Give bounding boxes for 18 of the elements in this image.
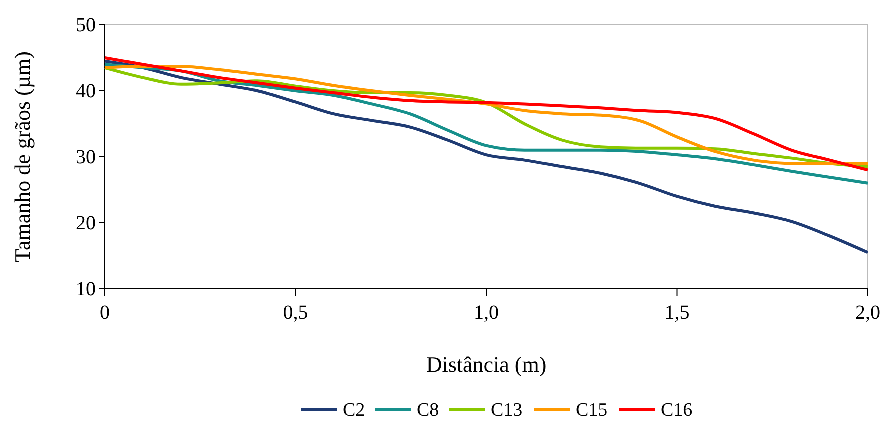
legend-label: C8 bbox=[417, 400, 440, 421]
y-tick-label: 10 bbox=[76, 278, 96, 300]
y-tick-label: 30 bbox=[76, 146, 96, 168]
legend-label: C2 bbox=[343, 400, 366, 421]
x-tick-label: 0,5 bbox=[283, 302, 308, 324]
x-tick-label: 2,0 bbox=[856, 302, 880, 324]
line-series bbox=[104, 60, 870, 254]
x-tick-label: 1,5 bbox=[664, 302, 690, 324]
legend-label: C13 bbox=[491, 400, 523, 421]
y-tick-label: 50 bbox=[76, 14, 96, 36]
legend-label: C15 bbox=[576, 400, 608, 421]
legend-label: C16 bbox=[661, 400, 693, 421]
y-tick-label: 20 bbox=[76, 212, 96, 234]
x-tick-label: 1,0 bbox=[474, 302, 499, 324]
y-tick-label: 40 bbox=[76, 80, 96, 102]
x-axis-title: Distância (m) bbox=[426, 352, 547, 377]
y-axis-title: Tamanho de grãos (µm) bbox=[10, 52, 35, 262]
x-tick-label: 0 bbox=[100, 302, 110, 324]
